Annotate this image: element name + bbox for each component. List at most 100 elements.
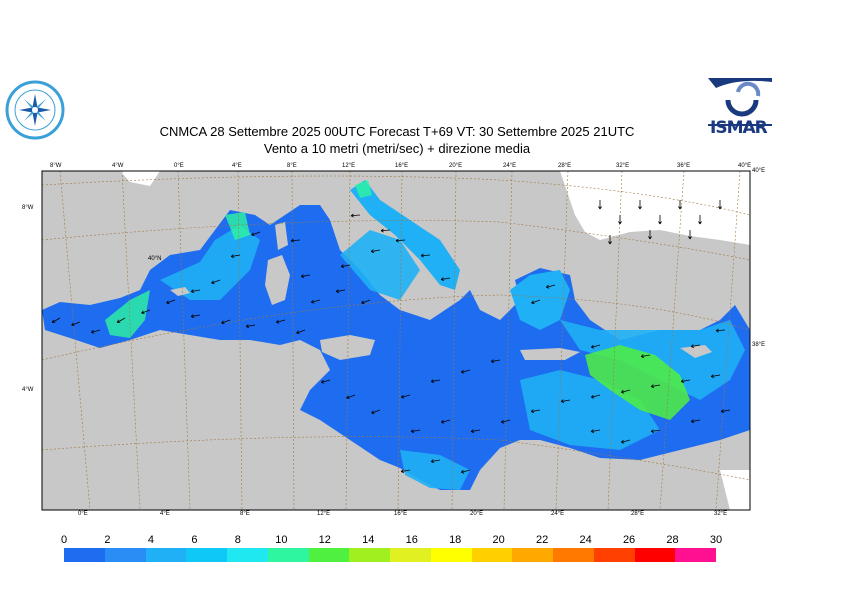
- left-label: 4°W: [22, 387, 34, 393]
- wind-arrow: [470, 429, 481, 434]
- colorbar: [64, 548, 716, 562]
- wind-arrow: [715, 328, 726, 333]
- lon-label: 8°E: [287, 163, 297, 169]
- map-title: CNMCA 28 Settembre 2025 00UTC Forecast T…: [159, 124, 635, 139]
- wind-arrow: [300, 274, 311, 279]
- wind-arrow: [401, 394, 411, 399]
- wind-arrow: [690, 344, 701, 349]
- sea-adriatic: [350, 180, 460, 290]
- wind-arrow: [51, 317, 61, 324]
- wind-arrow: [598, 200, 602, 210]
- wind-arrow: [650, 384, 661, 389]
- lon-label: 20°E: [449, 163, 463, 169]
- wind-arrow: [638, 200, 642, 210]
- lon-label: 4°E: [160, 511, 170, 517]
- wind-arrow: [530, 409, 541, 414]
- wind-arrow: [440, 277, 451, 282]
- wind-arrow: [490, 359, 501, 364]
- wind-arrow: [461, 469, 471, 474]
- colorbar-tick-label: 8: [234, 534, 241, 546]
- wind-arrow: [380, 228, 391, 233]
- lon-label: 28°E: [558, 163, 572, 169]
- map-frame: [41, 170, 751, 511]
- wind-arrow: [361, 299, 371, 305]
- island-sicily: [320, 335, 375, 360]
- ismar-logo-graphic: [708, 78, 772, 128]
- wind-arrow: [648, 230, 652, 240]
- wind-arrow: [680, 379, 691, 384]
- wind-arrow: [221, 319, 231, 325]
- colorbar-tick-label: 28: [666, 534, 679, 546]
- sea-patch-green: [585, 345, 690, 420]
- wind-arrow: [560, 399, 571, 404]
- ne-white-area: [720, 470, 750, 510]
- wind-arrow: [395, 238, 406, 243]
- wind-arrow: [591, 344, 601, 349]
- lon-label: 12°E: [317, 511, 331, 517]
- colorbar-tick-label: 2: [104, 534, 111, 546]
- wind-arrows: [51, 200, 731, 474]
- colorbar-swatch: [553, 548, 594, 562]
- lon-label: 24°E: [503, 163, 517, 169]
- lon-label: 28°E: [631, 511, 645, 517]
- wind-arrow: [710, 374, 721, 379]
- lon-label: 8°E: [240, 511, 250, 517]
- wind-arrow: [340, 264, 351, 269]
- ismar-logo: ISMAR: [708, 78, 772, 142]
- colorbar-tick-label: 26: [622, 534, 636, 546]
- wind-arrow: [400, 469, 411, 474]
- colorbar-swatch: [349, 548, 390, 562]
- wind-arrow: [296, 329, 306, 335]
- wind-arrow: [141, 309, 151, 315]
- wind-arrow: [461, 369, 471, 374]
- sea-patch-light: [160, 225, 260, 300]
- wind-arrow: [698, 215, 702, 225]
- wind-arrow: [621, 439, 631, 444]
- sea-patch-light: [520, 370, 660, 450]
- lon-label: 32°E: [714, 511, 728, 517]
- wind-arrow: [230, 254, 241, 259]
- wind-arrow: [371, 409, 381, 415]
- balearic-islands: [170, 287, 190, 296]
- colorbar-swatch: [675, 548, 716, 562]
- wind-arrow: [370, 249, 381, 254]
- island-crete: [520, 348, 580, 360]
- right-label: 38°E: [752, 342, 766, 348]
- colorbar-swatch: [267, 548, 309, 562]
- wind-arrow: [346, 394, 356, 400]
- lon-label: 16°E: [394, 511, 408, 517]
- colorbar-swatch: [430, 548, 472, 562]
- wind-arrow: [720, 409, 731, 414]
- wind-arrow: [190, 289, 201, 294]
- colorbar-swatch: [390, 548, 431, 562]
- lon-label: 0°E: [174, 163, 184, 169]
- map-subtitle: Vento a 10 metri (metri/sec) + direzione…: [263, 141, 531, 156]
- wind-arrow: [441, 419, 451, 424]
- island-sardinia: [265, 255, 290, 305]
- wind-arrow: [290, 238, 301, 243]
- colorbar-labels: 0 2 4 6 8 10 12 14 16 18 20 22 24 26 28 30: [0, 534, 842, 546]
- colorbar-swatch: [227, 548, 268, 562]
- wind-arrow: [690, 419, 701, 424]
- lon-label: 40°E: [738, 163, 752, 169]
- colorbar-tick-label: 30: [709, 534, 723, 546]
- colorbar-swatch: [186, 548, 227, 562]
- lon-label: 24°E: [551, 511, 565, 517]
- colorbar-swatch: [593, 548, 635, 562]
- colorbar-tick-label: 10: [275, 534, 288, 546]
- wind-arrow: [350, 213, 361, 218]
- wind-arrow: [608, 235, 612, 245]
- colorbar-tick-label: 12: [318, 534, 331, 546]
- sea-patch-green: [225, 212, 250, 240]
- wind-arrow: [321, 379, 331, 384]
- wind-arrow: [420, 253, 431, 258]
- lon-label: 4°W: [112, 163, 124, 169]
- wind-arrow: [166, 299, 176, 305]
- cnmca-logo: [5, 80, 65, 140]
- wind-arrow: [276, 319, 286, 324]
- sea-patch-light: [340, 230, 420, 300]
- island-cyprus: [680, 345, 712, 358]
- wind-arrow: [211, 279, 221, 285]
- colorbar-swatch: [634, 548, 676, 562]
